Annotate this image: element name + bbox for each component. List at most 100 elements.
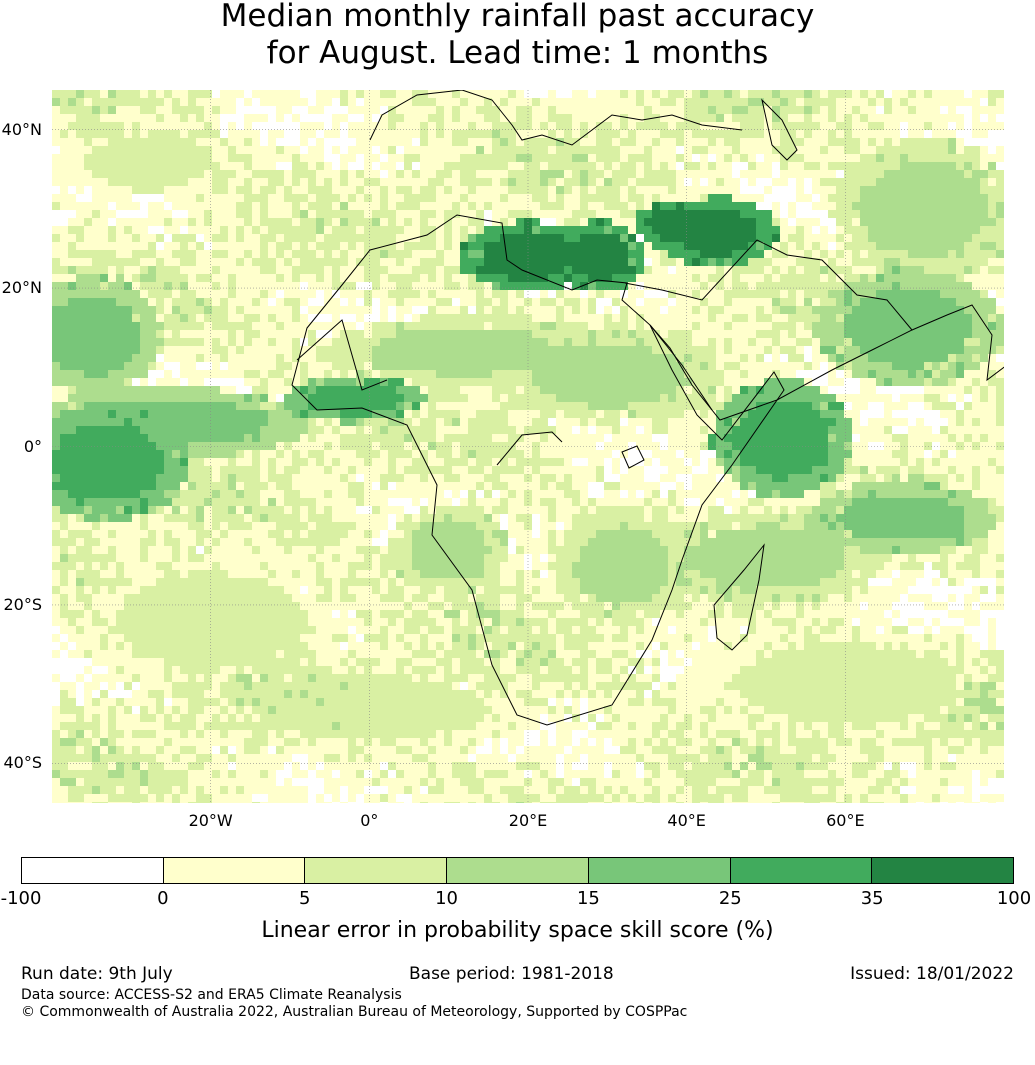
skill-cell: [980, 258, 988, 266]
skill-cell: [868, 170, 876, 178]
skill-cell: [964, 122, 972, 130]
skill-cell: [108, 298, 116, 306]
skill-cell: [748, 98, 756, 106]
skill-cell: [164, 178, 172, 186]
skill-cell: [420, 554, 428, 562]
skill-cell: [812, 98, 820, 106]
skill-cell: [972, 330, 980, 338]
skill-cell: [564, 90, 572, 98]
skill-cell: [604, 162, 612, 170]
skill-cell: [332, 402, 340, 410]
skill-cell: [92, 362, 100, 370]
skill-cell: [676, 402, 684, 410]
skill-cell: [820, 298, 828, 306]
skill-cell: [268, 410, 276, 418]
skill-cell: [884, 146, 892, 154]
skill-cell: [372, 258, 380, 266]
skill-cell: [228, 418, 236, 426]
skill-cell: [236, 378, 244, 386]
skill-cell: [292, 138, 300, 146]
skill-cell: [692, 146, 700, 154]
skill-cell: [444, 546, 452, 554]
skill-cell: [692, 154, 700, 162]
skill-cell: [356, 482, 364, 490]
skill-cell: [924, 530, 932, 538]
skill-cell: [292, 154, 300, 162]
skill-cell: [772, 306, 780, 314]
skill-cell: [428, 362, 436, 370]
skill-cell: [740, 354, 748, 362]
skill-cell: [908, 354, 916, 362]
skill-cell: [116, 482, 124, 490]
skill-cell: [548, 234, 556, 242]
skill-cell: [484, 354, 492, 362]
skill-cell: [356, 218, 364, 226]
skill-cell: [636, 322, 644, 330]
skill-cell: [92, 274, 100, 282]
skill-cell: [164, 138, 172, 146]
skill-cell: [636, 226, 644, 234]
skill-cell: [572, 258, 580, 266]
skill-cell: [340, 138, 348, 146]
skill-cell: [708, 314, 716, 322]
skill-cell: [396, 298, 404, 306]
skill-cell: [244, 106, 252, 114]
skill-cell: [988, 234, 996, 242]
skill-cell: [532, 338, 540, 346]
skill-cell: [68, 530, 76, 538]
skill-cell: [756, 210, 764, 218]
skill-cell: [796, 442, 804, 450]
skill-cell: [428, 386, 436, 394]
skill-cell: [852, 554, 860, 562]
skill-cell: [716, 234, 724, 242]
skill-cell: [244, 426, 252, 434]
skill-cell: [164, 274, 172, 282]
skill-cell: [900, 306, 908, 314]
skill-cell: [116, 154, 124, 162]
skill-cell: [540, 434, 548, 442]
skill-cell: [804, 322, 812, 330]
skill-cell: [60, 90, 68, 98]
skill-cell: [940, 514, 948, 522]
skill-cell: [900, 522, 908, 530]
skill-cell: [300, 538, 308, 546]
skill-cell: [260, 202, 268, 210]
skill-cell: [372, 210, 380, 218]
skill-cell: [636, 242, 644, 250]
skill-cell: [812, 458, 820, 466]
skill-cell: [732, 266, 740, 274]
skill-cell: [404, 554, 412, 562]
skill-cell: [524, 154, 532, 162]
skill-cell: [932, 194, 940, 202]
skill-cell: [932, 138, 940, 146]
skill-cell: [604, 274, 612, 282]
skill-cell: [892, 426, 900, 434]
skill-cell: [244, 322, 252, 330]
skill-cell: [468, 538, 476, 546]
skill-cell: [668, 98, 676, 106]
skill-cell: [348, 402, 356, 410]
skill-cell: [164, 586, 172, 594]
skill-cell: [996, 314, 1004, 322]
skill-cell: [100, 370, 108, 378]
skill-cell: [252, 514, 260, 522]
skill-cell: [892, 290, 900, 298]
skill-cell: [532, 386, 540, 394]
skill-cell: [940, 282, 948, 290]
skill-cell: [108, 402, 116, 410]
skill-cell: [212, 418, 220, 426]
skill-cell: [324, 106, 332, 114]
skill-cell: [116, 474, 124, 482]
skill-cell: [924, 122, 932, 130]
skill-cell: [68, 186, 76, 194]
skill-cell: [412, 138, 420, 146]
skill-cell: [252, 586, 260, 594]
skill-cell: [60, 314, 68, 322]
skill-cell: [188, 450, 196, 458]
skill-cell: [292, 386, 300, 394]
skill-cell: [924, 506, 932, 514]
skill-cell: [108, 578, 116, 586]
skill-cell: [956, 346, 964, 354]
skill-cell: [668, 298, 676, 306]
skill-cell: [252, 106, 260, 114]
